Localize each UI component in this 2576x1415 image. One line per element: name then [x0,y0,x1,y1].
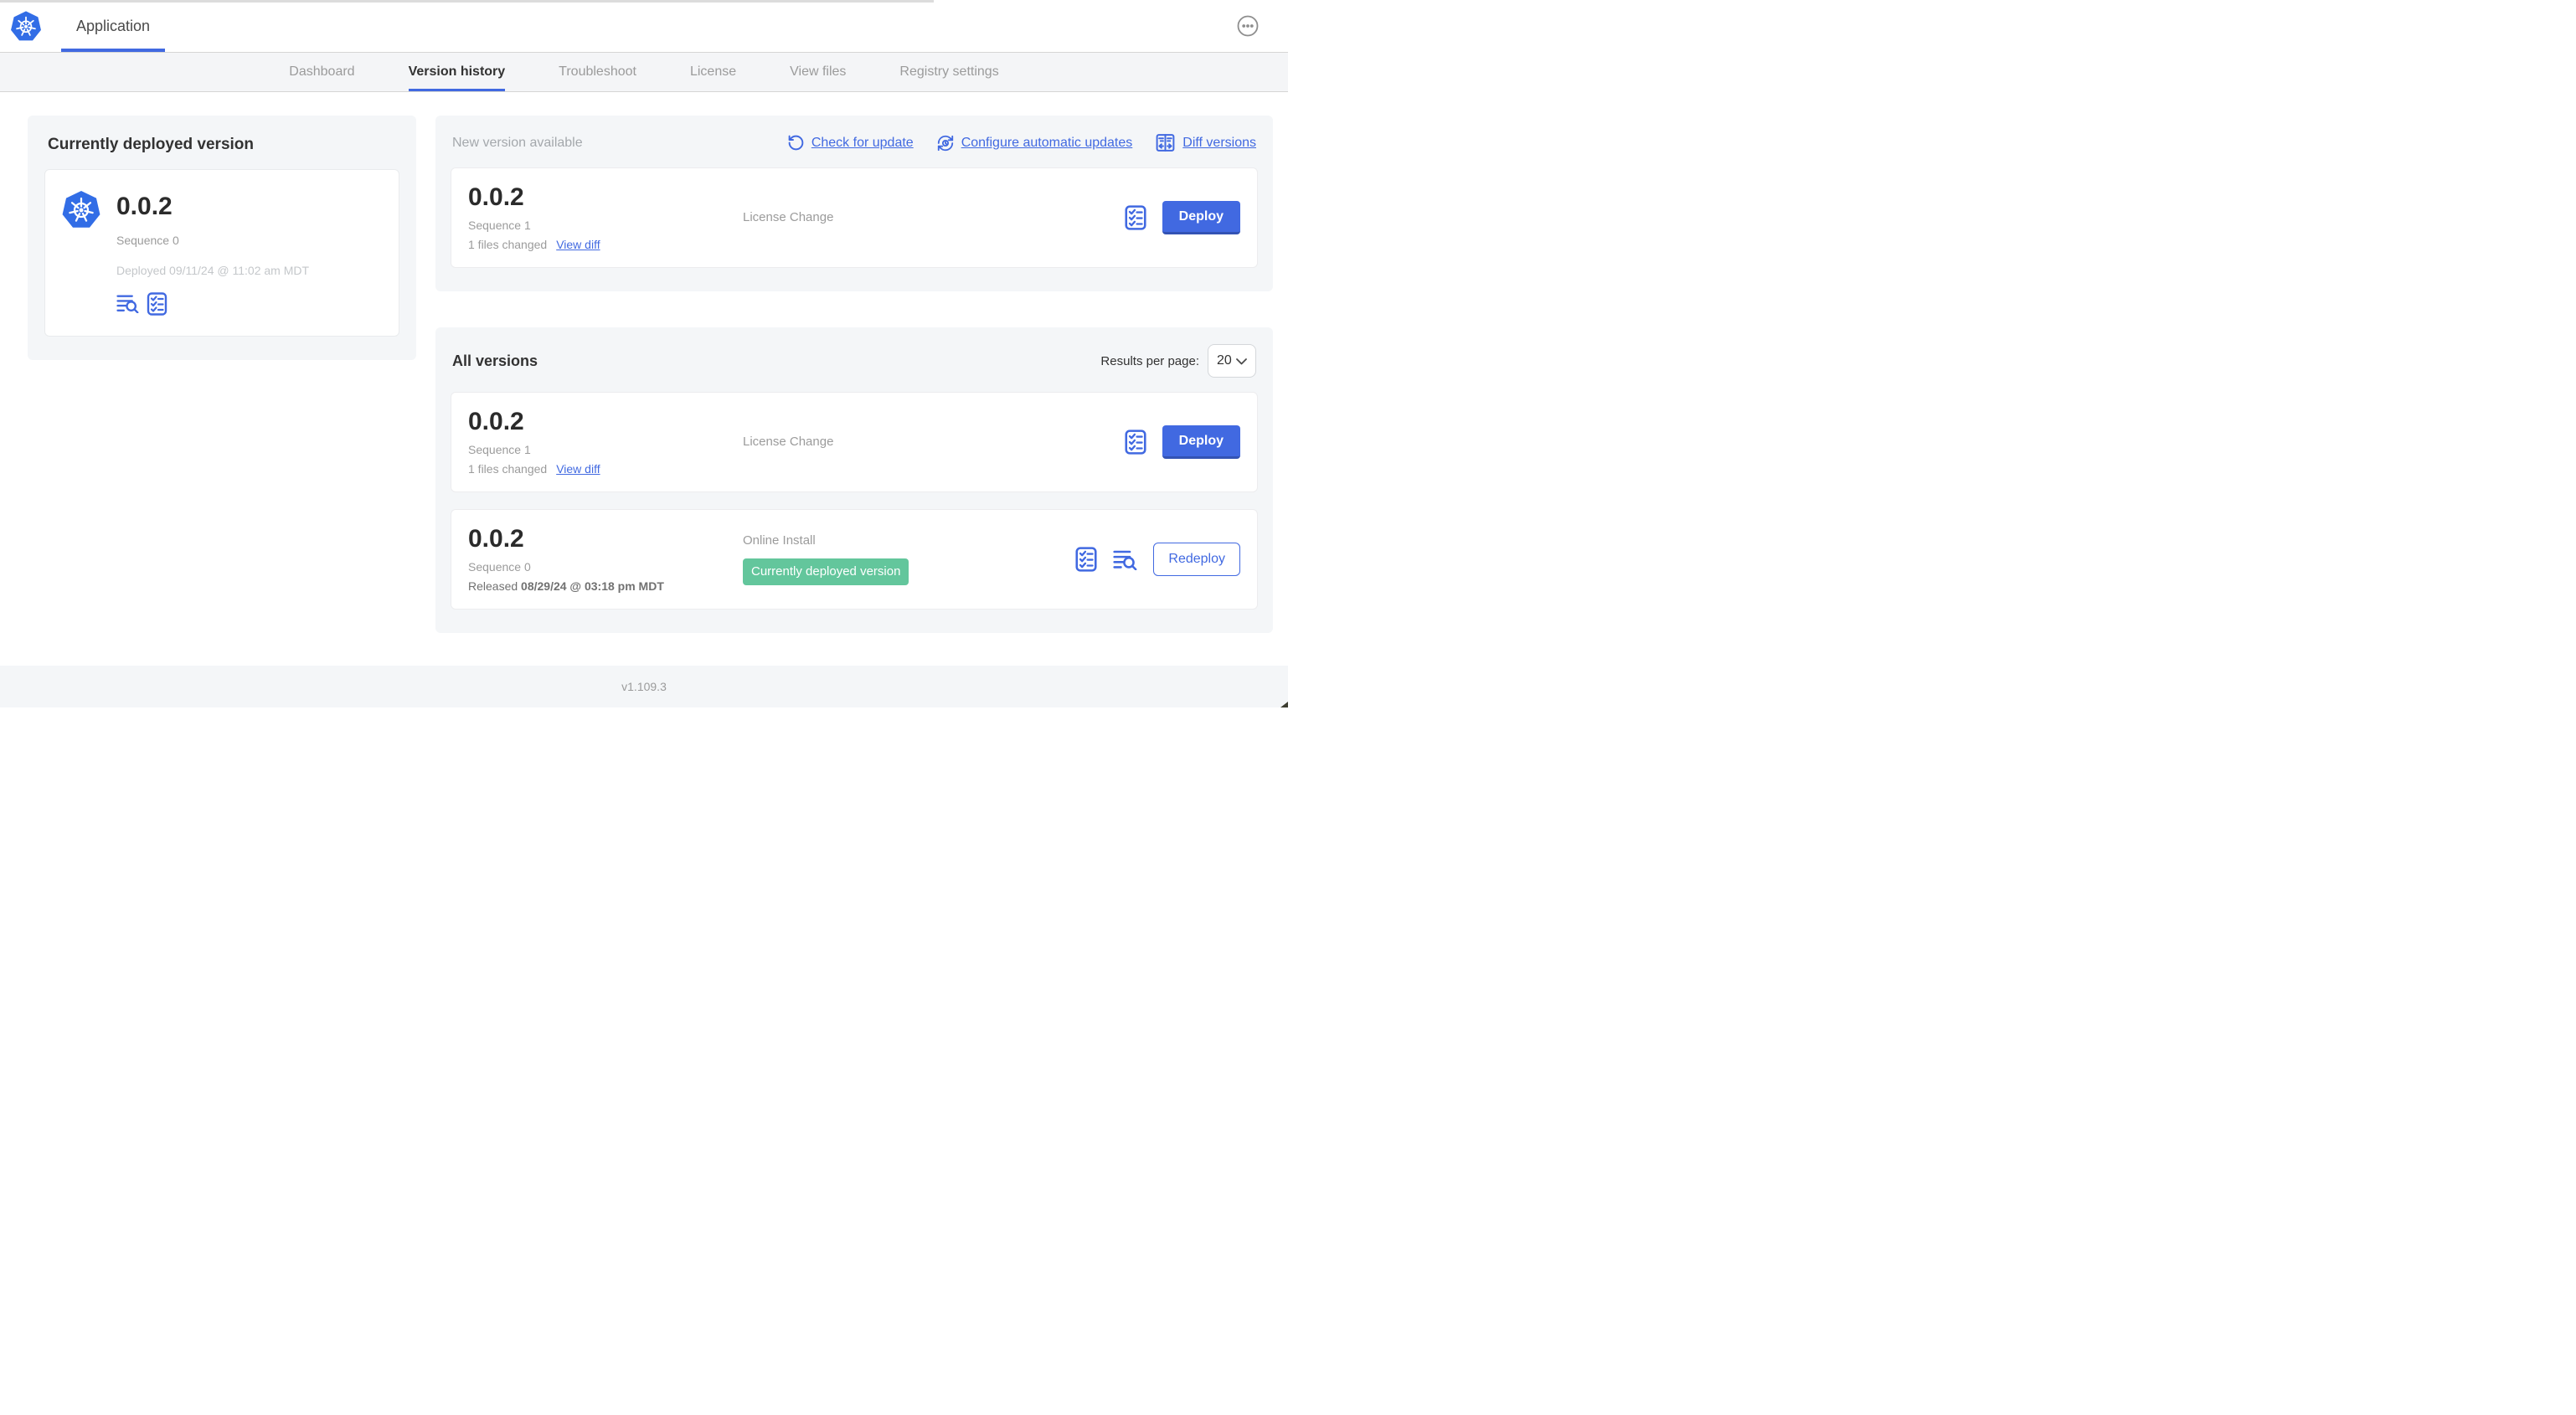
version-source-label: License Change [743,435,834,449]
check-for-update-link[interactable]: Check for update [787,134,914,152]
version-source-label: License Change [743,210,834,224]
tab-dashboard[interactable]: Dashboard [289,64,355,79]
main-content: Currently deployed version 0.0.2 Sequenc… [0,92,1288,666]
new-version-row: 0.0.2 Sequence 1 1 files changed View di… [451,167,1258,268]
ellipsis-menu-icon [1237,15,1259,37]
current-version-number: 0.0.2 [116,193,173,220]
tab-troubleshoot[interactable]: Troubleshoot [559,64,636,79]
ellipsis-menu-button[interactable] [1237,15,1259,37]
currently-deployed-badge: Currently deployed version [743,558,909,585]
nav-tabs: Dashboard Version history Troubleshoot L… [0,52,1288,92]
diff-icon [1156,134,1175,152]
view-deploy-logs-button[interactable] [1113,549,1137,570]
results-per-page-value: 20 [1217,353,1232,368]
version-released-date: Released 08/29/24 @ 03:18 pm MDT [468,579,743,593]
chevron-down-icon [1236,358,1247,364]
app-title: Application [76,17,151,34]
currently-deployed-card: 0.0.2 Sequence 0 Deployed 09/11/24 @ 11:… [44,169,399,337]
app-tab[interactable]: Application [61,0,166,52]
version-sequence: Sequence 1 [468,218,531,232]
configure-automatic-updates-link[interactable]: Configure automatic updates [936,134,1133,152]
view-diff-link[interactable]: View diff [556,461,600,476]
currently-deployed-panel: Currently deployed version 0.0.2 Sequenc… [28,116,416,360]
tab-license[interactable]: License [689,64,737,79]
version-sequence: Sequence 1 [468,442,531,456]
deploy-button[interactable]: Deploy [1162,201,1240,234]
tab-registry-settings[interactable]: Registry settings [899,64,999,79]
checklist-icon [1075,547,1097,572]
app-logo-wrap [0,0,43,52]
version-number: 0.0.2 [468,525,524,553]
version-number: 0.0.2 [468,408,524,436]
released-prefix: Released [468,579,522,593]
logs-icon [1113,550,1137,570]
view-diff-link[interactable]: View diff [556,237,600,251]
mouse-cursor-artifact [1280,702,1288,708]
redeploy-button[interactable]: Redeploy [1153,543,1240,576]
version-source-label: Online Install [743,533,816,548]
preflight-checks-button[interactable] [147,291,167,316]
all-versions-title: All versions [452,352,538,369]
currently-deployed-title: Currently deployed version [48,136,255,153]
version-row: 0.0.2 Sequence 0 Released 08/29/24 @ 03:… [451,509,1258,610]
top-edge-artifact [0,0,934,3]
footer: v1.109.3 [0,666,1288,708]
diff-versions-link[interactable]: Diff versions [1155,132,1256,153]
kubernetes-logo-icon [61,189,101,229]
diff-versions-label: Diff versions [1182,135,1256,150]
preflight-checks-button[interactable] [1125,430,1146,455]
current-version-sequence: Sequence 0 [116,233,179,247]
console-version: v1.109.3 [621,680,667,693]
files-changed-text: 1 files changed [468,237,548,251]
all-versions-panel: All versions Results per page: 20 0.0.2 … [435,327,1273,633]
files-changed-text: 1 files changed [468,461,548,476]
version-sequence: Sequence 0 [468,559,531,574]
tab-version-history[interactable]: Version history [408,53,506,91]
app-header: Application [0,0,1288,52]
results-per-page-label: Results per page: [1100,353,1199,368]
new-version-panel: New version available Check for update C… [435,116,1273,291]
checklist-icon [1125,430,1146,455]
released-date: 08/29/24 @ 03:18 pm MDT [521,579,664,593]
deploy-button[interactable]: Deploy [1162,425,1240,459]
tab-view-files[interactable]: View files [790,64,847,79]
view-deploy-logs-button[interactable] [116,294,139,313]
kubernetes-logo-icon [10,10,42,42]
logs-icon [116,295,139,313]
results-per-page-select[interactable]: 20 [1208,344,1256,378]
version-row: 0.0.2 Sequence 1 1 files changed View di… [451,392,1258,492]
preflight-checks-button[interactable] [1125,205,1146,230]
auto-update-clock-icon [937,135,953,151]
new-version-title: New version available [452,135,583,150]
version-number: 0.0.2 [468,183,524,212]
checklist-icon [147,291,167,316]
checklist-icon [1125,205,1146,230]
preflight-checks-button[interactable] [1075,547,1097,572]
check-for-update-label: Check for update [811,135,914,150]
configure-automatic-updates-label: Configure automatic updates [961,135,1133,150]
refresh-icon [788,135,804,151]
current-version-deployed-date: Deployed 09/11/24 @ 11:02 am MDT [116,263,310,277]
